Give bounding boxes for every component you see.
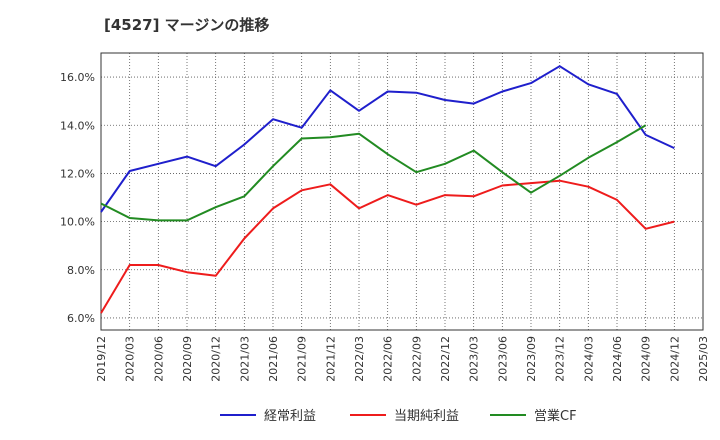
legend-label-1: 当期純利益	[394, 409, 459, 424]
x-tick-label: 2024/12	[668, 336, 681, 382]
x-tick-label: 2021/12	[324, 336, 337, 382]
y-tick-label: 14.0%	[60, 119, 95, 132]
x-tick-label: 2023/12	[554, 336, 567, 382]
x-tick-label: 2020/12	[210, 336, 223, 382]
x-tick-label: 2021/03	[238, 336, 251, 382]
x-tick-label: 2024/03	[582, 336, 595, 382]
x-tick-label: 2022/09	[410, 336, 423, 382]
x-tick-label: 2021/06	[267, 336, 280, 382]
legend-label-2: 営業CF	[534, 408, 577, 424]
x-tick-label: 2024/09	[640, 336, 653, 382]
x-tick-label: 2022/03	[353, 336, 366, 382]
x-tick-label: 2023/06	[496, 336, 509, 382]
series-line-0	[100, 65, 675, 213]
x-tick-label: 2021/09	[296, 336, 309, 382]
x-tick-label: 2025/03	[697, 336, 710, 382]
y-tick-label: 8.0%	[67, 264, 95, 277]
legend-label-0: 経常利益	[264, 409, 316, 424]
y-tick-label: 10.0%	[60, 216, 95, 229]
series-line-1	[100, 179, 675, 314]
series-line-2	[100, 124, 647, 222]
x-tick-label: 2024/06	[611, 336, 624, 382]
x-tick-label: 2020/09	[181, 336, 194, 382]
plot-frame	[100, 52, 704, 331]
x-tick-label: 2022/12	[439, 336, 452, 382]
x-tick-label: 2020/06	[152, 336, 165, 382]
y-tick-label: 16.0%	[60, 71, 95, 84]
x-tick-label: 2023/09	[525, 336, 538, 382]
y-tick-label: 6.0%	[67, 312, 95, 325]
chart-title: [4527] マージンの推移	[104, 16, 270, 34]
x-tick-label: 2023/03	[468, 336, 481, 382]
x-tick-label: 2019/12	[95, 336, 108, 382]
x-tick-label: 2022/06	[382, 336, 395, 382]
x-tick-label: 2020/03	[124, 336, 137, 382]
y-tick-label: 12.0%	[60, 167, 95, 180]
